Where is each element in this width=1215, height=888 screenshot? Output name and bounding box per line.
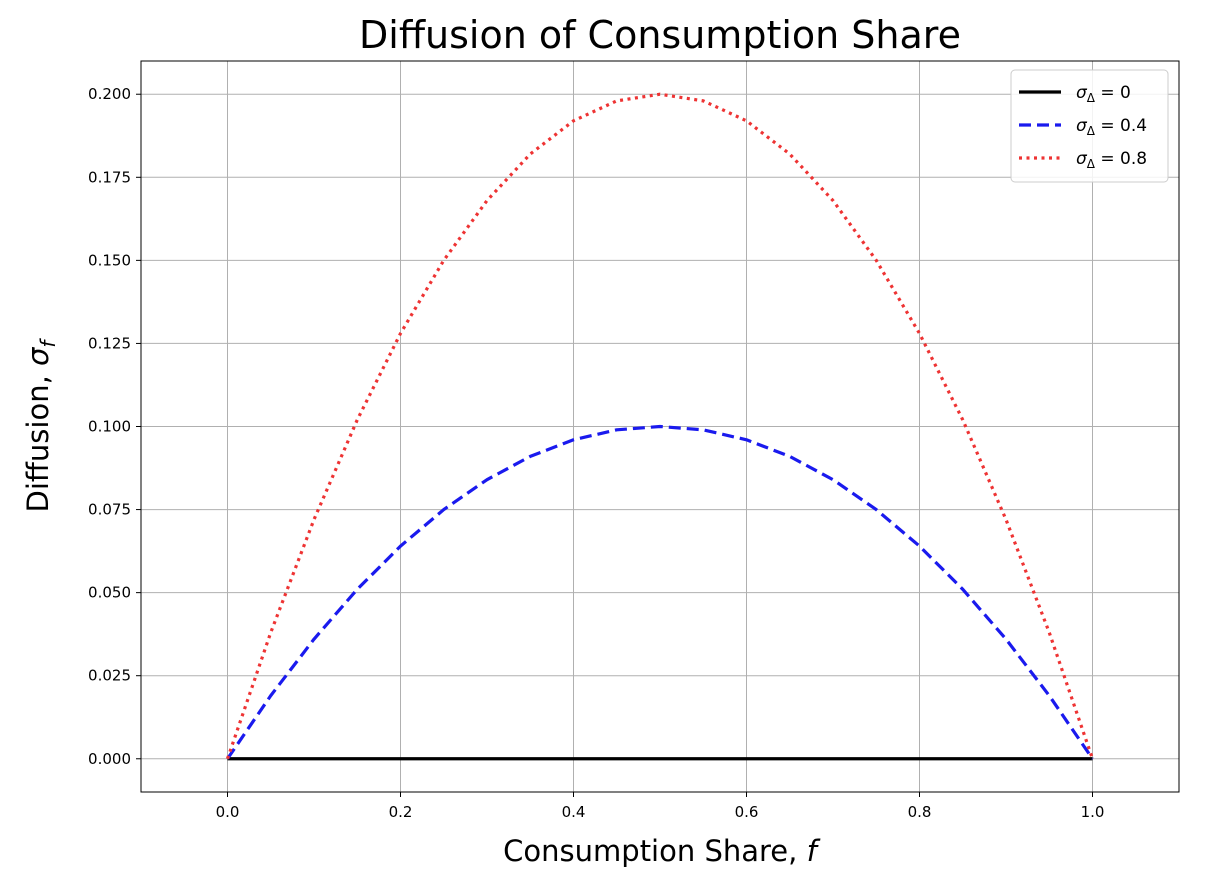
y-tick-label: 0.125 xyxy=(88,334,131,352)
series-line-2 xyxy=(225,92,1095,760)
x-tick-label: 0.0 xyxy=(216,803,240,821)
x-tick-label: 0.4 xyxy=(562,803,586,821)
y-tick-label: 0.150 xyxy=(88,251,131,269)
y-tick-label: 0.050 xyxy=(88,584,131,602)
legend-label: σΔ = 0.4 xyxy=(1076,116,1147,138)
series-line-1 xyxy=(226,424,1094,760)
y-tick-label: 0.100 xyxy=(88,418,131,436)
y-tick-label: 0.175 xyxy=(88,168,131,186)
y-tick-label: 0.075 xyxy=(88,501,131,519)
legend-box xyxy=(1010,69,1169,183)
x-tick-label: 1.0 xyxy=(1081,803,1105,821)
y-tick-label: 0.000 xyxy=(88,750,131,768)
chart-title: Diffusion of Consumption Share xyxy=(359,13,961,57)
series-lines xyxy=(225,92,1095,761)
x-tick-label: 0.6 xyxy=(735,803,759,821)
axis-ticks: 0.0 0.2 0.4 0.6 0.8 1.0 0.000 0.025 0.050 0.075 0.… xyxy=(88,85,1104,821)
x-axis-title: Consumption Share, f xyxy=(503,834,820,868)
y-tick-label: 0.200 xyxy=(88,85,131,103)
legend-label: σΔ = 0.8 xyxy=(1076,149,1147,171)
x-tick-label: 0.2 xyxy=(389,803,413,821)
legend-label: σΔ = 0 xyxy=(1076,83,1131,105)
x-tick-label: 0.8 xyxy=(908,803,932,821)
y-tick-label: 0.025 xyxy=(88,667,131,685)
legend: σΔ = 0 σΔ = 0.4 σΔ = 0.8 xyxy=(1010,69,1169,183)
y-axis-title: Diffusion, σf xyxy=(21,338,60,513)
